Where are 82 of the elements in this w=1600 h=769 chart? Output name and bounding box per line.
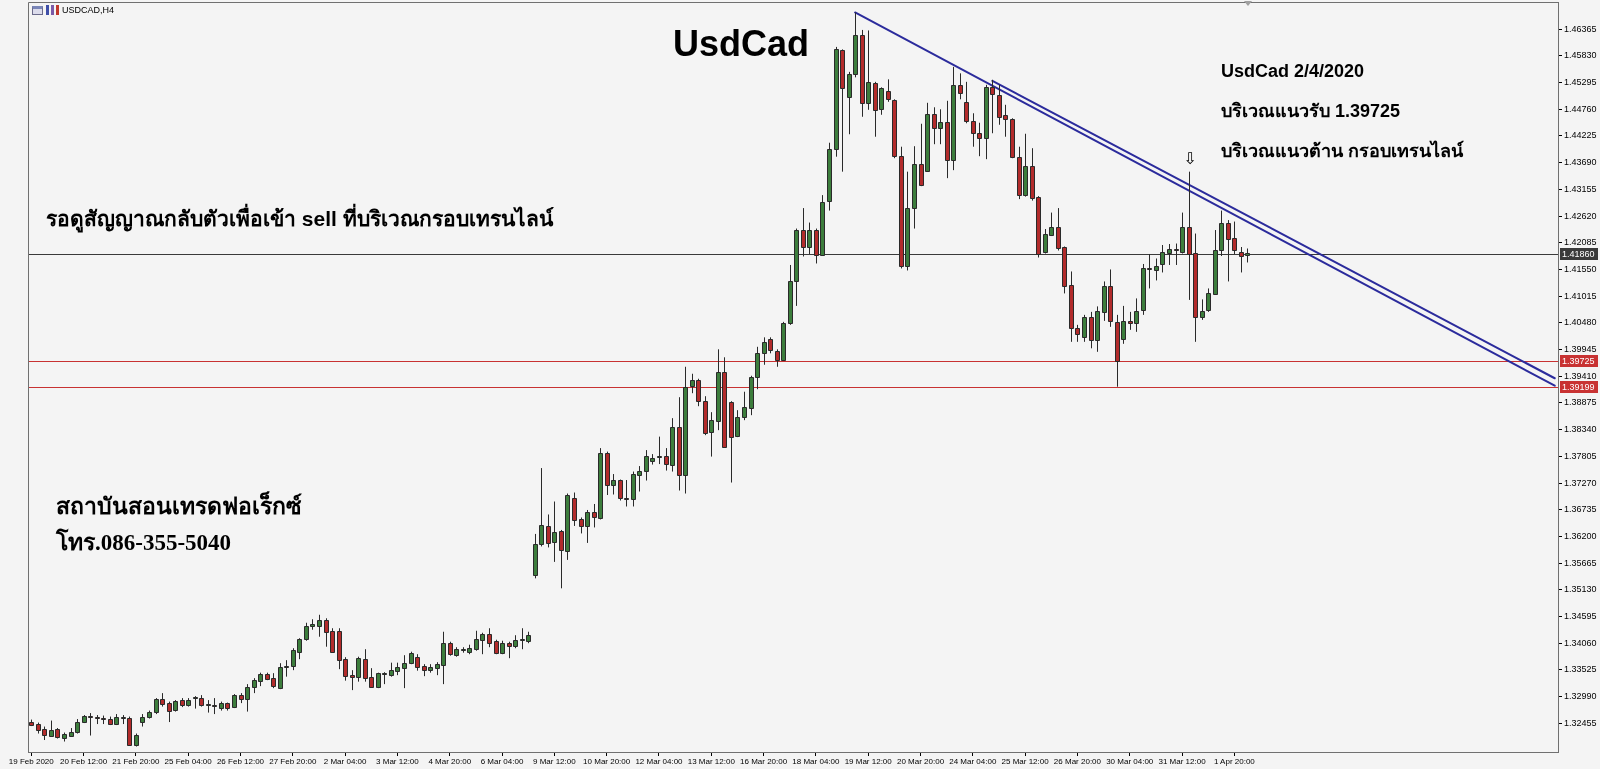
y-tick-label: 1.42085	[1564, 237, 1597, 248]
x-tick-label: 25 Mar 12:00	[1001, 757, 1050, 766]
candlestick	[1010, 117, 1015, 159]
y-tick-label: 1.36735	[1564, 504, 1597, 515]
candlestick	[1167, 243, 1172, 266]
x-tick-label: 6 Mar 04:00	[480, 757, 524, 766]
x-tick-label: 19 Mar 12:00	[844, 757, 893, 766]
x-tick-label: 3 Mar 12:00	[376, 757, 420, 766]
x-tick-label: 31 Mar 12:00	[1158, 757, 1207, 766]
candlestick	[1082, 314, 1087, 343]
x-tick-label: 4 Mar 20:00	[428, 757, 472, 766]
x-tick-label: 26 Feb 12:00	[216, 757, 265, 766]
y-tick-label: 1.35130	[1564, 584, 1597, 595]
annotation: สถาบันสอนเทรดฟอเร็กซ์	[56, 490, 302, 519]
x-tick-label: 19 Feb 2020	[8, 757, 55, 766]
annotation: UsdCad 2/4/2020	[1221, 60, 1365, 81]
x-tick-label: 12 Mar 04:00	[635, 757, 684, 766]
annotation: บริเวณแนวรับ 1.39725	[1221, 100, 1401, 121]
candlestick	[1200, 298, 1205, 321]
candlestick	[317, 614, 322, 638]
y-tick-label: 1.39945	[1564, 344, 1597, 355]
x-tick-label: 18 Mar 04:00	[792, 757, 841, 766]
x-tick-label: 10 Mar 20:00	[583, 757, 631, 766]
y-tick-label: 1.37805	[1564, 450, 1597, 461]
candlestick	[1154, 257, 1159, 281]
candlestick	[572, 492, 577, 527]
x-tick-label: 30 Mar 04:00	[1106, 757, 1154, 766]
annotation: โทร.086-355-5040	[55, 527, 232, 555]
x-tick-label: 25 Feb 04:00	[164, 757, 213, 766]
y-tick-label: 1.32455	[1564, 717, 1597, 728]
x-tick-label: 2 Mar 04:00	[323, 757, 368, 766]
y-tick-label: 1.42620	[1564, 210, 1597, 221]
y-tick-label: 1.32990	[1564, 691, 1597, 702]
annotation: USDCAD,H4	[62, 5, 115, 16]
candlestick	[964, 81, 969, 124]
annotation: รอดูสัญญาณกลับตัวเพื่อเข้า sell ที่บริเวณกรอบเทรนไลน์	[46, 202, 554, 233]
candlestick	[402, 654, 407, 689]
y-tick-label: 1.41015	[1564, 290, 1597, 301]
ref-line-label: 1.39725	[1562, 355, 1595, 366]
candlestick	[1160, 244, 1165, 273]
x-tick-label: 27 Feb 20:00	[269, 757, 317, 766]
candlestick	[742, 391, 747, 421]
y-tick-label: 1.44225	[1564, 130, 1597, 141]
y-tick-label: 1.43155	[1564, 183, 1597, 194]
candlestick	[657, 436, 662, 465]
y-tick-label: 1.44760	[1564, 103, 1597, 114]
x-tick-label: 1 Apr 20:00	[1213, 757, 1256, 766]
y-tick-label: 1.36200	[1564, 530, 1597, 541]
annotation: บริเวณแนวต้าน กรอบเทรนไลน์	[1221, 139, 1464, 161]
x-tick-label: 26 Mar 20:00	[1053, 757, 1102, 766]
x-tick-label: 16 Mar 20:00	[740, 757, 788, 766]
y-tick-label: 1.45830	[1564, 50, 1597, 61]
y-tick-label: 1.43690	[1564, 157, 1597, 168]
y-tick-label: 1.45295	[1564, 77, 1597, 88]
y-tick-label: 1.34595	[1564, 611, 1597, 622]
x-tick-label: 13 Mar 12:00	[687, 757, 736, 766]
x-tick-label: 20 Mar 20:00	[896, 757, 945, 766]
x-tick-label: 9 Mar 12:00	[532, 757, 577, 766]
candlestick	[886, 78, 891, 103]
text: UsdCad	[673, 22, 810, 64]
y-tick-label: 1.33525	[1564, 664, 1597, 675]
candlestick	[958, 72, 963, 100]
candlestick	[827, 142, 832, 212]
y-tick-label: 1.35665	[1564, 557, 1597, 568]
ref-line-label: 1.39199	[1562, 381, 1595, 392]
candlestick	[487, 627, 492, 648]
annotation: ⇩	[1183, 149, 1197, 169]
candlestick	[1206, 287, 1211, 313]
x-tick-label: 24 Mar 04:00	[949, 757, 997, 766]
y-tick-label: 1.38875	[1564, 397, 1597, 408]
y-tick-label: 1.39410	[1564, 370, 1597, 381]
x-tick-label: 20 Feb 12:00	[60, 757, 108, 766]
candlestick	[892, 98, 897, 159]
candlestick	[912, 145, 917, 230]
y-tick-label: 1.40480	[1564, 317, 1597, 328]
ref-line-label: 1.41860	[1562, 248, 1595, 259]
y-tick-label: 1.46365	[1564, 23, 1597, 34]
y-tick-label: 1.37270	[1564, 477, 1597, 488]
x-tick-label: 21 Feb 20:00	[112, 757, 161, 766]
y-tick-label: 1.34060	[1564, 637, 1597, 648]
y-tick-label: 1.41550	[1564, 263, 1597, 274]
y-tick-label: 1.38340	[1564, 424, 1597, 435]
